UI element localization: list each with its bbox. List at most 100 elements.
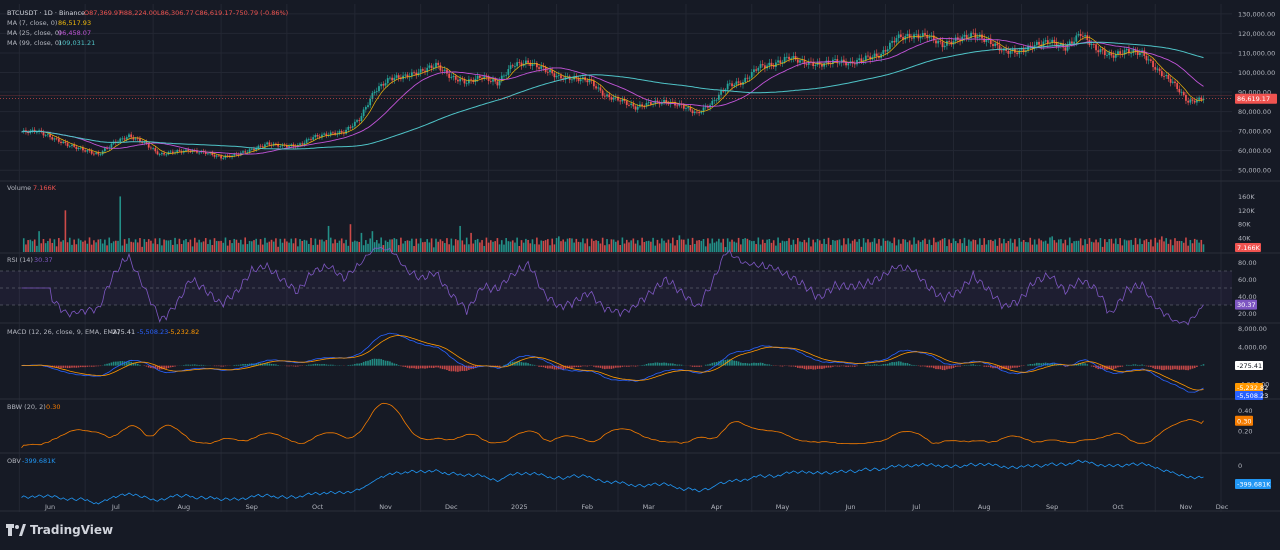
candle-body (720, 91, 722, 95)
macd-hist-bar (1117, 366, 1119, 368)
volume-bar (1143, 240, 1145, 252)
macd-hist-bar (529, 364, 531, 365)
volume-bar (1106, 242, 1108, 252)
volume-bar (1192, 243, 1194, 252)
candle-body (468, 79, 470, 83)
candle-body (1010, 51, 1012, 54)
macd-hist-bar (1021, 366, 1023, 367)
volume-bar (1091, 242, 1093, 252)
candle-body (700, 112, 702, 113)
candle-body (1016, 53, 1018, 54)
macd-hist-bar (812, 366, 814, 370)
volume-bar (435, 239, 437, 252)
macd-hist-bar (104, 364, 106, 365)
volume-bar (1038, 239, 1040, 252)
volume-bar (764, 243, 766, 252)
candle-body (1152, 61, 1154, 67)
volume-bar (150, 241, 152, 252)
volume-bar (161, 245, 163, 252)
volume-bar (475, 240, 477, 252)
volume-bar (1203, 244, 1205, 252)
macd-hist-bar (78, 366, 80, 368)
macd-hist-bar (67, 366, 69, 368)
macd-hist-bar (628, 366, 630, 367)
volume-bar (179, 239, 181, 252)
volume-bar (273, 242, 275, 252)
volume-bar (999, 238, 1001, 252)
macd-hist-bar (135, 363, 137, 365)
volume-bar (104, 240, 106, 252)
volume-bar (957, 243, 959, 252)
volume-bar (696, 241, 698, 252)
macd-hist-bar (942, 366, 944, 370)
volume-bar (1032, 245, 1034, 252)
volume-bar (654, 246, 656, 252)
volume-bar (1054, 240, 1056, 252)
candle-body (361, 116, 363, 121)
macd-hist-bar (198, 365, 200, 366)
volume-bar (1154, 238, 1156, 252)
ma-label: MA (7, close, 0) (7, 19, 57, 27)
candle-body (60, 142, 62, 143)
volume-bar (569, 238, 571, 252)
candle-body (920, 37, 922, 38)
macd-hist-bar (1027, 365, 1029, 366)
macd-hist-bar (387, 361, 389, 366)
candle-body (685, 108, 687, 109)
candle-body (632, 104, 634, 107)
candle-body (1192, 99, 1194, 100)
candle-body (637, 107, 639, 110)
candle-body (939, 41, 941, 42)
volume-bar (354, 241, 356, 252)
candle-body (1117, 51, 1119, 54)
volume-bar (830, 245, 832, 252)
volume-bar (36, 246, 38, 252)
volume-bar (1084, 239, 1086, 252)
volume-bar (1126, 240, 1128, 252)
volume-bar (779, 243, 781, 252)
ohlc-value: L86,306.77 (157, 9, 194, 17)
volume-bar (1119, 238, 1121, 252)
volume-bar (727, 238, 729, 252)
candle-body (996, 43, 998, 45)
volume-bar (1018, 238, 1020, 252)
macd-hist-bar (692, 366, 694, 367)
volume-bar (190, 240, 192, 252)
time-tick-label: Jul (911, 503, 920, 511)
candle-body (457, 80, 459, 82)
macd-hist-bar (277, 365, 279, 366)
ma-label: MA (25, close, 0) (7, 29, 62, 37)
candle-body (847, 63, 849, 65)
volume-bar (411, 239, 413, 252)
volume-bar (1062, 243, 1064, 252)
macd-hist-bar (361, 363, 363, 366)
volume-bar (34, 239, 36, 252)
candle-body (148, 144, 150, 148)
candle-body (470, 79, 472, 80)
volume-bar (119, 196, 121, 252)
candle-body (915, 34, 917, 35)
macd-hist-bar (247, 364, 249, 366)
volume-bar (975, 240, 977, 252)
macd-hist-bar (902, 363, 904, 366)
candle-body (858, 58, 860, 60)
volume-bar (126, 244, 128, 252)
candle-body (45, 135, 47, 136)
volume-bar (501, 240, 503, 252)
macd-hist-bar (1115, 366, 1117, 369)
candle-body (1198, 98, 1200, 100)
time-tick-label: Nov (379, 503, 392, 511)
volume-bar (1115, 239, 1117, 252)
candle-body (753, 69, 755, 72)
volume-bar (113, 241, 115, 252)
macd-hist-bar (707, 364, 709, 365)
macd-hist-bar (73, 366, 75, 368)
macd-hist-bar (795, 366, 797, 367)
macd-hist-bar (964, 365, 966, 366)
volume-bar (845, 244, 847, 252)
volume-bar (558, 236, 560, 252)
volume-bar (271, 240, 273, 252)
macd-hist-bar (312, 364, 314, 365)
volume-bar (201, 242, 203, 252)
candle-body (771, 63, 773, 66)
